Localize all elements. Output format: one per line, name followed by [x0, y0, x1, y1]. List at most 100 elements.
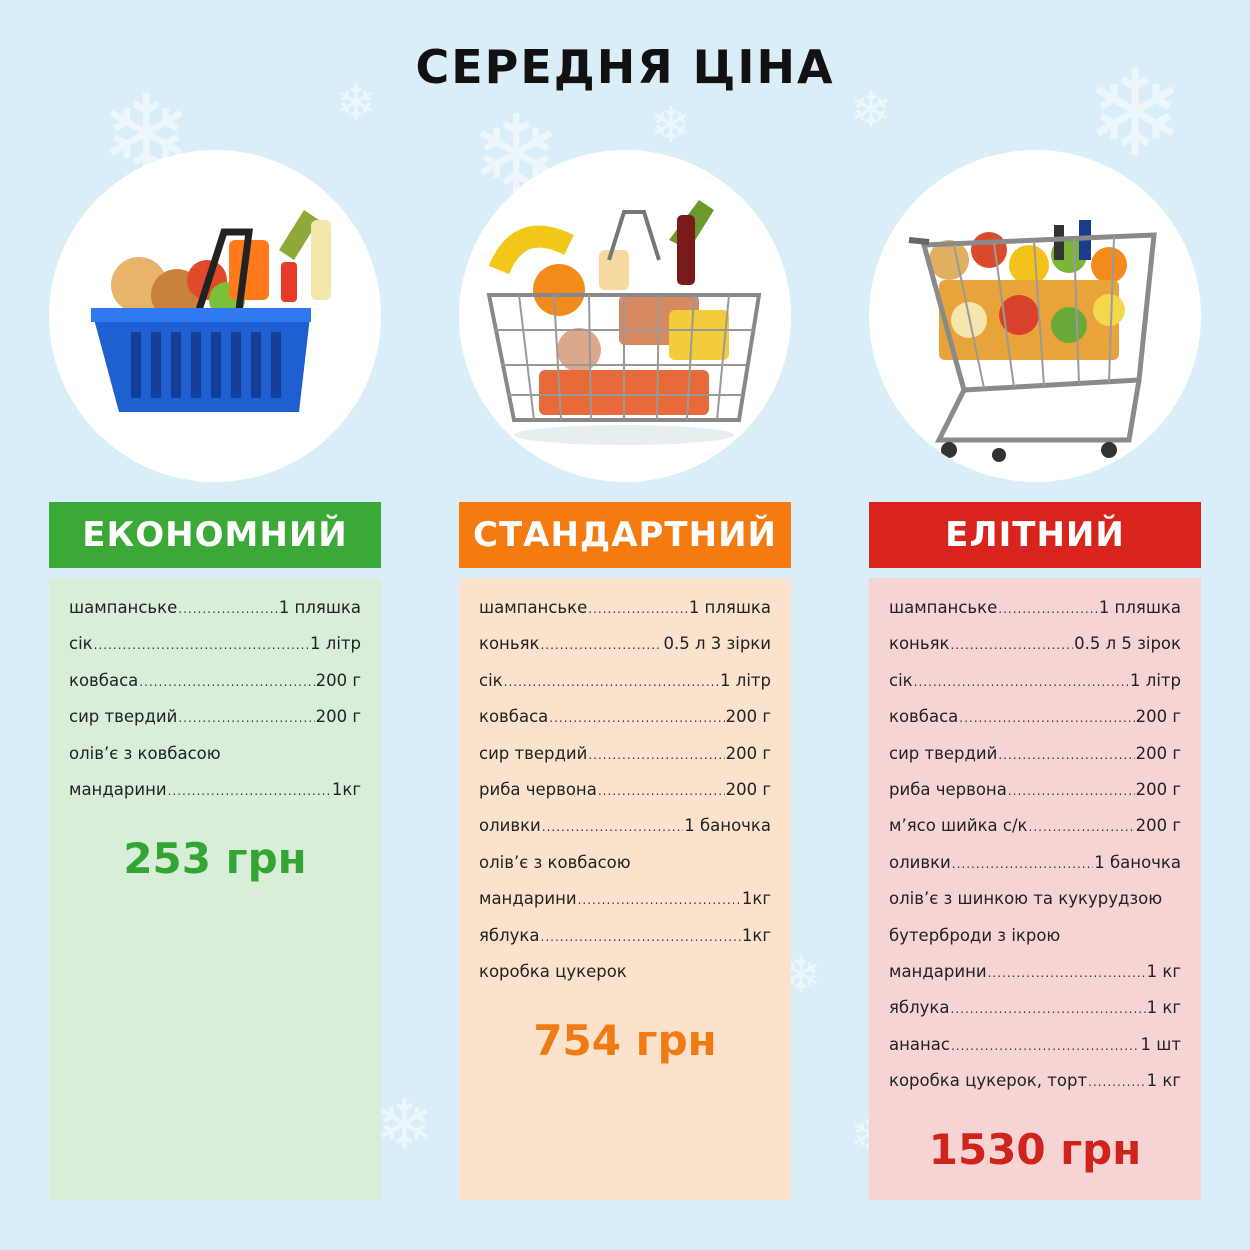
item-name: сир твердий	[69, 707, 178, 727]
economy-item-list: шампанське1 пляшкасік1 літрковбаса200 гс…	[69, 598, 361, 816]
item-name: мандарини	[479, 889, 577, 909]
item-name: коробка цукерок	[479, 961, 627, 981]
list-item: оливки 1 баночка	[479, 816, 771, 852]
wire-basket-image	[459, 150, 791, 482]
item-name: бутерброди з ікрою	[889, 925, 1061, 945]
dot-leader	[988, 966, 1146, 980]
dot-leader	[504, 675, 719, 689]
item-quantity: 200 г	[725, 779, 771, 799]
dot-leader	[998, 748, 1134, 762]
dot-leader	[542, 820, 683, 834]
item-name: олів’є з ковбасою	[479, 852, 631, 872]
page-title: СЕРЕДНЯ ЦІНА	[415, 40, 835, 94]
list-item: риба червона 200 г	[479, 780, 771, 816]
list-item: шампанське 1 пляшка	[69, 598, 361, 634]
item-quantity: 0.5 л 5 зірок	[1074, 634, 1181, 654]
dot-leader	[168, 784, 331, 798]
list-item: сир твердий 200 г	[889, 744, 1181, 780]
item-quantity: 200 г	[1135, 779, 1181, 799]
item-name: оливки	[889, 852, 951, 872]
item-name: ковбаса	[69, 670, 139, 690]
elite-header: ЕЛІТНИЙ	[869, 502, 1201, 568]
item-quantity: 1 пляшка	[688, 598, 771, 617]
list-item: коробка цукерок	[479, 962, 771, 998]
snowflake-icon: ❄	[1085, 45, 1186, 184]
item-name: коньяк	[479, 634, 540, 654]
list-item: шампанське 1 пляшка	[479, 598, 771, 634]
item-quantity: 200 г	[1135, 816, 1181, 836]
item-quantity: 200 г	[315, 707, 361, 727]
item-name: риба червона	[479, 779, 597, 799]
item-name: шампанське	[889, 598, 998, 617]
dot-leader	[950, 638, 1073, 652]
dot-leader	[959, 711, 1134, 725]
item-quantity: 1 літр	[1130, 670, 1181, 690]
item-quantity: 1кг	[741, 925, 771, 945]
standard-header: СТАНДАРТНИЙ	[459, 502, 791, 568]
standard-column: СТАНДАРТНИЙ шампанське 1 пляшка коньяк 0.5 …	[459, 150, 791, 1200]
item-name: сік	[889, 670, 913, 690]
elite-panel: шампанське 1 пляшка коньяк 0.5 л 5 зірок сік…	[869, 578, 1201, 1200]
dot-leader	[178, 602, 278, 616]
list-item: олів’є з ковбасою	[69, 744, 361, 780]
item-quantity: 1кг	[741, 889, 771, 909]
item-quantity: 1кг	[331, 779, 361, 799]
list-item: олів’є з шинкою та кукурудзою	[889, 889, 1181, 925]
dot-leader	[952, 857, 1093, 871]
snowflake-icon: ❄	[335, 74, 377, 132]
dot-leader	[588, 748, 724, 762]
snowflake-icon: ❄	[375, 1084, 434, 1166]
snowflake-icon: ❄	[650, 96, 692, 154]
basket-image	[49, 150, 381, 482]
item-quantity: 1 пляшка	[1098, 598, 1181, 617]
dot-leader	[914, 675, 1129, 689]
dot-leader	[541, 930, 741, 944]
item-quantity: 1 кг	[1146, 998, 1181, 1018]
list-item: сир твердий 200 г	[479, 744, 771, 780]
snowflake-icon: ❄	[850, 81, 892, 139]
list-item: бутерброди з ікрою	[889, 926, 1181, 962]
item-name: мандарини	[889, 961, 987, 981]
item-name: яблука	[889, 998, 950, 1018]
item-name: олів’є з ковбасою	[69, 743, 221, 763]
list-item: риба червона 200 г	[889, 780, 1181, 816]
elite-item-list: шампанське 1 пляшка коньяк 0.5 л 5 зірок сік…	[889, 598, 1181, 1107]
item-quantity: 1 пляшка	[278, 598, 361, 617]
list-item: ковбаса 200 г	[479, 707, 771, 743]
list-item: мандарини 1кг	[479, 889, 771, 925]
item-name: ананас	[889, 1034, 950, 1054]
item-name: коньяк	[889, 634, 950, 654]
list-item: сік 1 літр	[889, 671, 1181, 707]
list-item: коробка цукерок, торт 1 кг	[889, 1071, 1181, 1107]
elite-price: 1530 грн	[928, 1125, 1142, 1175]
item-name: олів’є з шинкою та кукурудзою	[889, 889, 1163, 909]
list-item: мандарини 1 кг	[889, 962, 1181, 998]
item-name: ковбаса	[889, 707, 959, 727]
item-name: шампанське	[479, 598, 588, 617]
item-name: сир твердий	[479, 743, 588, 763]
item-name: ковбаса	[479, 707, 549, 727]
economy-header: ЕКОНОМНИЙ	[49, 502, 381, 568]
item-quantity: 200 г	[1135, 743, 1181, 763]
dot-leader	[951, 1002, 1146, 1016]
dot-leader	[549, 711, 724, 725]
dot-leader	[1008, 784, 1135, 798]
dot-leader	[578, 893, 741, 907]
shopping-cart-image	[869, 150, 1201, 482]
item-name: коробка цукерок, торт	[889, 1071, 1088, 1091]
dot-leader	[598, 784, 725, 798]
dot-leader	[178, 711, 314, 725]
item-quantity: 1 літр	[310, 634, 361, 654]
basket-icon	[91, 210, 331, 412]
dot-leader	[139, 675, 314, 689]
list-item: яблука 1 кг	[889, 998, 1181, 1034]
item-quantity: 200 г	[1135, 707, 1181, 727]
list-item: ананас 1 шт	[889, 1035, 1181, 1071]
dot-leader	[1088, 1075, 1146, 1089]
list-item: оливки 1 баночка	[889, 853, 1181, 889]
item-name: сік	[479, 670, 503, 690]
list-item: сік 1 літр	[479, 671, 771, 707]
item-name: шампанське	[69, 598, 178, 617]
list-item: м’ясо шийка с/к 200 г	[889, 816, 1181, 852]
item-quantity: 200 г	[725, 743, 771, 763]
